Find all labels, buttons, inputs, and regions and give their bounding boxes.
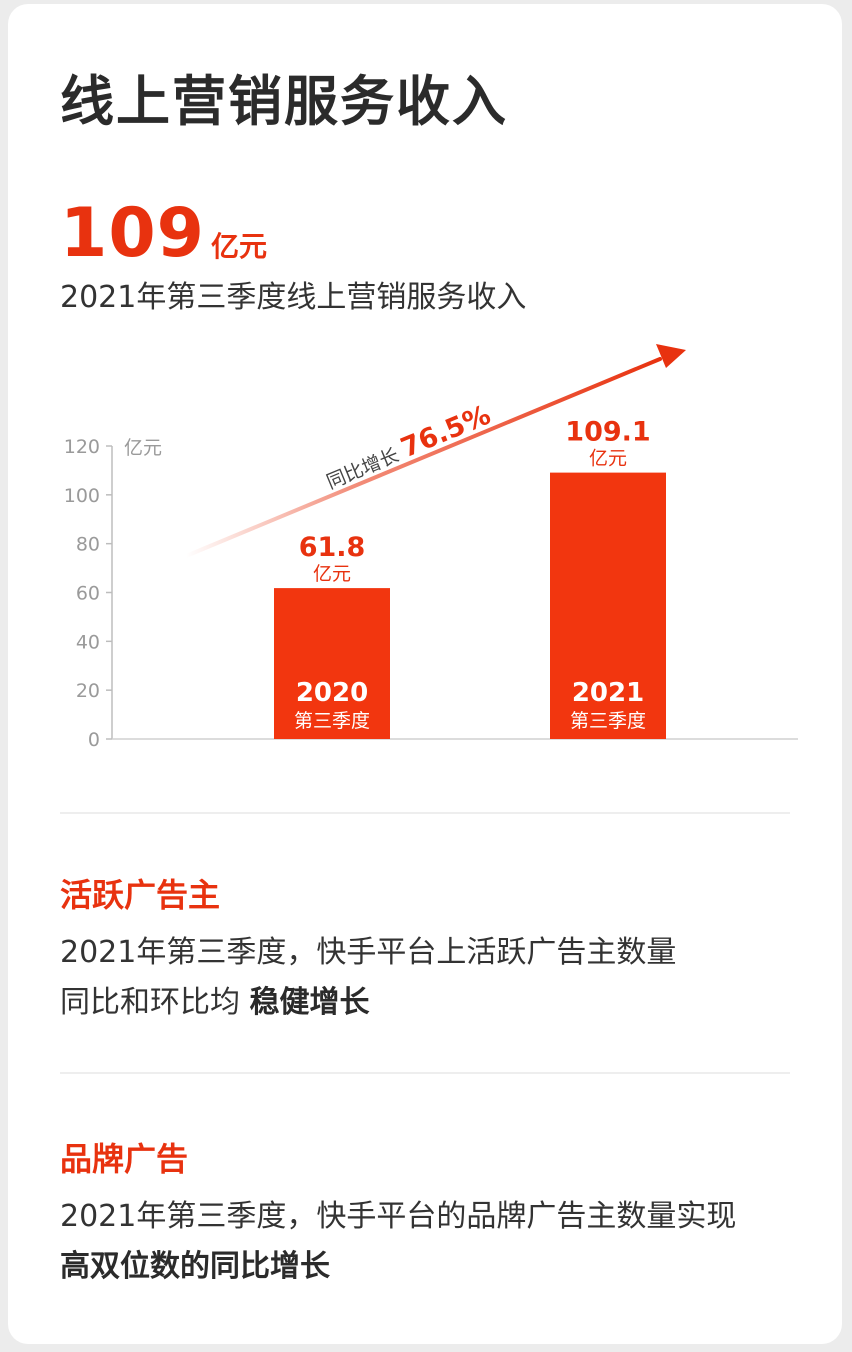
body-line: 2021年第三季度，快手平台的品牌广告主数量实现 [60, 1199, 737, 1234]
headline-value: 109 [60, 194, 205, 273]
bar-value-unit: 亿元 [313, 563, 351, 585]
body-line-normal: 同比和环比均 [60, 985, 250, 1020]
bar-2020 [274, 588, 390, 739]
y-tick-label: 80 [76, 534, 100, 556]
body-line-emphasis: 稳健增长 [249, 985, 370, 1020]
headline-unit: 亿元 [210, 230, 267, 263]
bar-value-label: 61.8 [299, 532, 366, 563]
growth-arrow-head [656, 344, 686, 368]
divider [60, 812, 790, 814]
y-axis: 0 20 40 60 80 100 120 亿元 [64, 436, 798, 751]
y-tick-label: 100 [64, 485, 100, 507]
bar-period-label: 第三季度 [294, 710, 370, 732]
y-tick-label: 20 [76, 680, 100, 702]
y-tick-label: 40 [76, 631, 100, 653]
bar-period-label: 第三季度 [570, 710, 646, 732]
y-axis-unit-label: 亿元 [124, 437, 162, 459]
section-title-active-advertisers: 活跃广告主 [60, 876, 221, 914]
info-card: 线上营销服务收入 109 亿元 2021年第三季度线上营销服务收入 0 20 40 60… [8, 4, 842, 1344]
growth-annotation-text: 同比增长 76.5% [321, 400, 495, 496]
headline-figure: 109 亿元 [60, 200, 267, 268]
bar-year-label: 2020 [296, 678, 368, 708]
body-line: 2021年第三季度，快手平台上活跃广告主数量 [60, 935, 677, 970]
divider [60, 1072, 790, 1074]
headline-caption: 2021年第三季度线上营销服务收入 [60, 280, 527, 315]
growth-value: 76.5% [397, 400, 495, 464]
bar-value-unit: 亿元 [589, 448, 627, 470]
y-tick-label: 120 [64, 436, 100, 458]
y-tick-label: 0 [88, 729, 100, 751]
section-body-active-advertisers: 2021年第三季度，快手平台上活跃广告主数量 同比和环比均 稳健增长 [60, 928, 800, 1028]
growth-arrow-line [184, 357, 662, 558]
bar-value-label: 109.1 [565, 417, 650, 448]
bar-year-label: 2021 [572, 678, 644, 708]
page-title: 线上营销服务收入 [60, 70, 508, 133]
section-title-brand-ads: 品牌广告 [60, 1140, 189, 1178]
body-line-emphasis: 高双位数的同比增长 [60, 1249, 330, 1284]
section-body-brand-ads: 2021年第三季度，快手平台的品牌广告主数量实现 高双位数的同比增长 [60, 1192, 800, 1292]
bar-2021 [550, 472, 666, 739]
y-tick-label: 60 [76, 583, 100, 605]
